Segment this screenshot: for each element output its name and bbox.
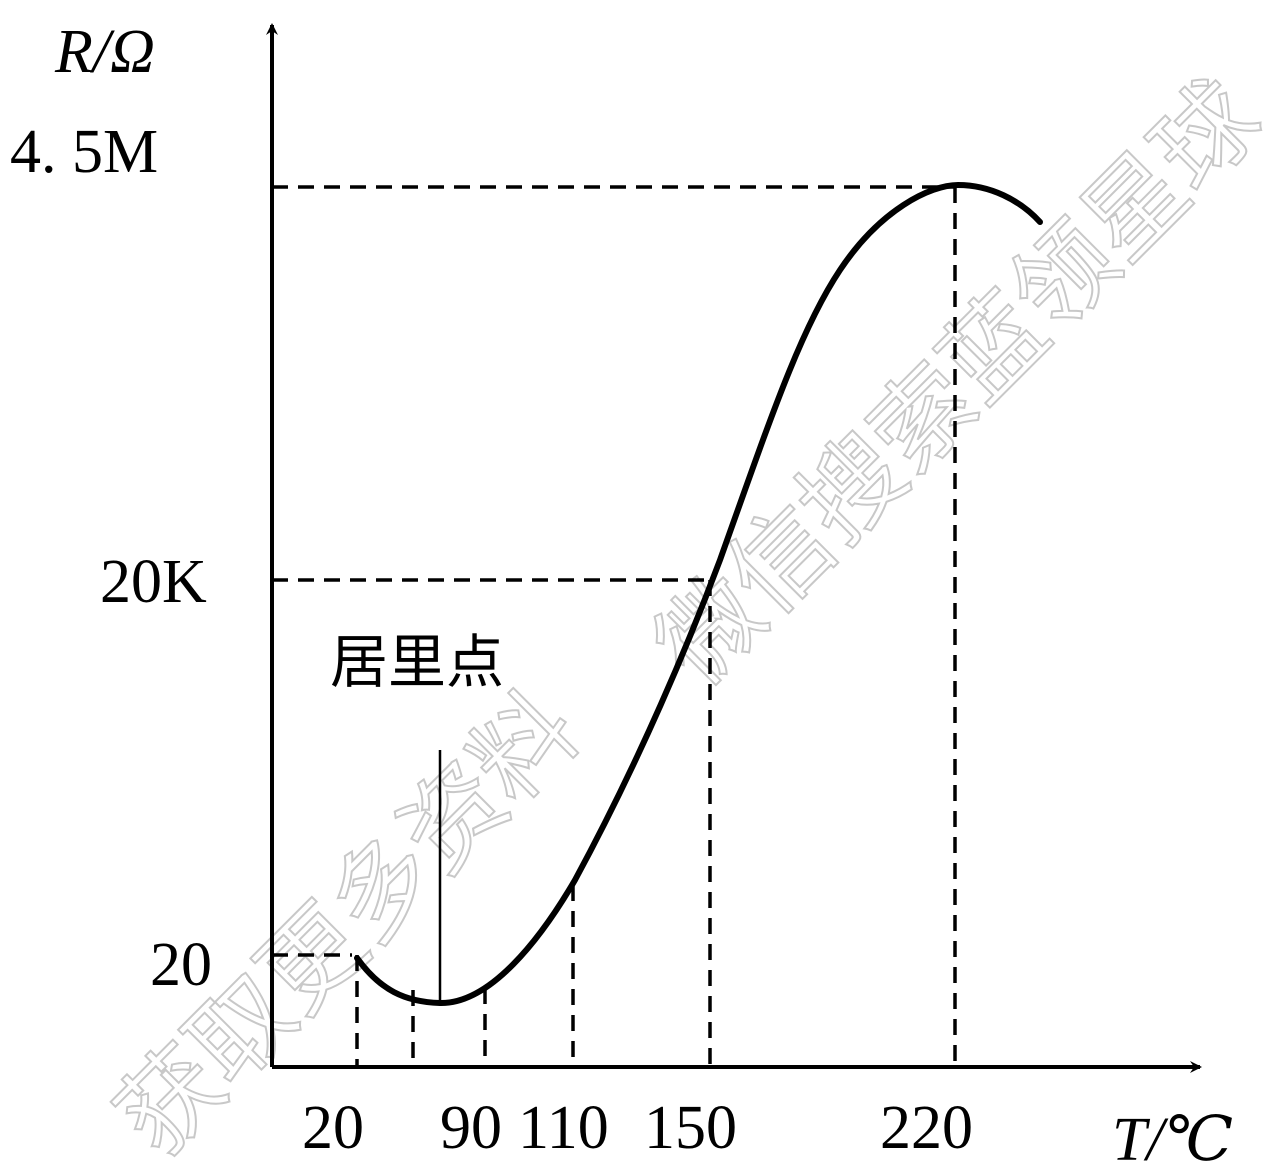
series-line-resistance — [354, 181, 1043, 1007]
y-tick-label-4-5m: 4. 5M — [10, 118, 158, 186]
x-axis-title: T/℃ — [1112, 1106, 1233, 1171]
x-tick-label-220: 220 — [880, 1094, 973, 1162]
y-axis-title: R/Ω — [54, 18, 155, 86]
dashed-guides — [272, 185, 957, 1067]
x-tick-labels: 20 90 110 150 220 — [302, 1094, 973, 1162]
y-tick-labels: 4. 5M 20K 20 — [10, 118, 212, 999]
x-tick-label-110: 110 — [518, 1094, 609, 1162]
x-tick-label-90: 90 — [440, 1094, 502, 1162]
watermark-text-2: 微信搜索蓝领星球 — [634, 59, 1268, 707]
curie-point-label: 居里点 — [330, 628, 504, 696]
axes — [266, 23, 1202, 1073]
y-tick-label-20: 20 — [150, 931, 212, 999]
x-tick-label-20: 20 — [302, 1094, 364, 1162]
y-tick-label-20k: 20K — [100, 548, 207, 616]
x-tick-label-150: 150 — [644, 1094, 737, 1162]
